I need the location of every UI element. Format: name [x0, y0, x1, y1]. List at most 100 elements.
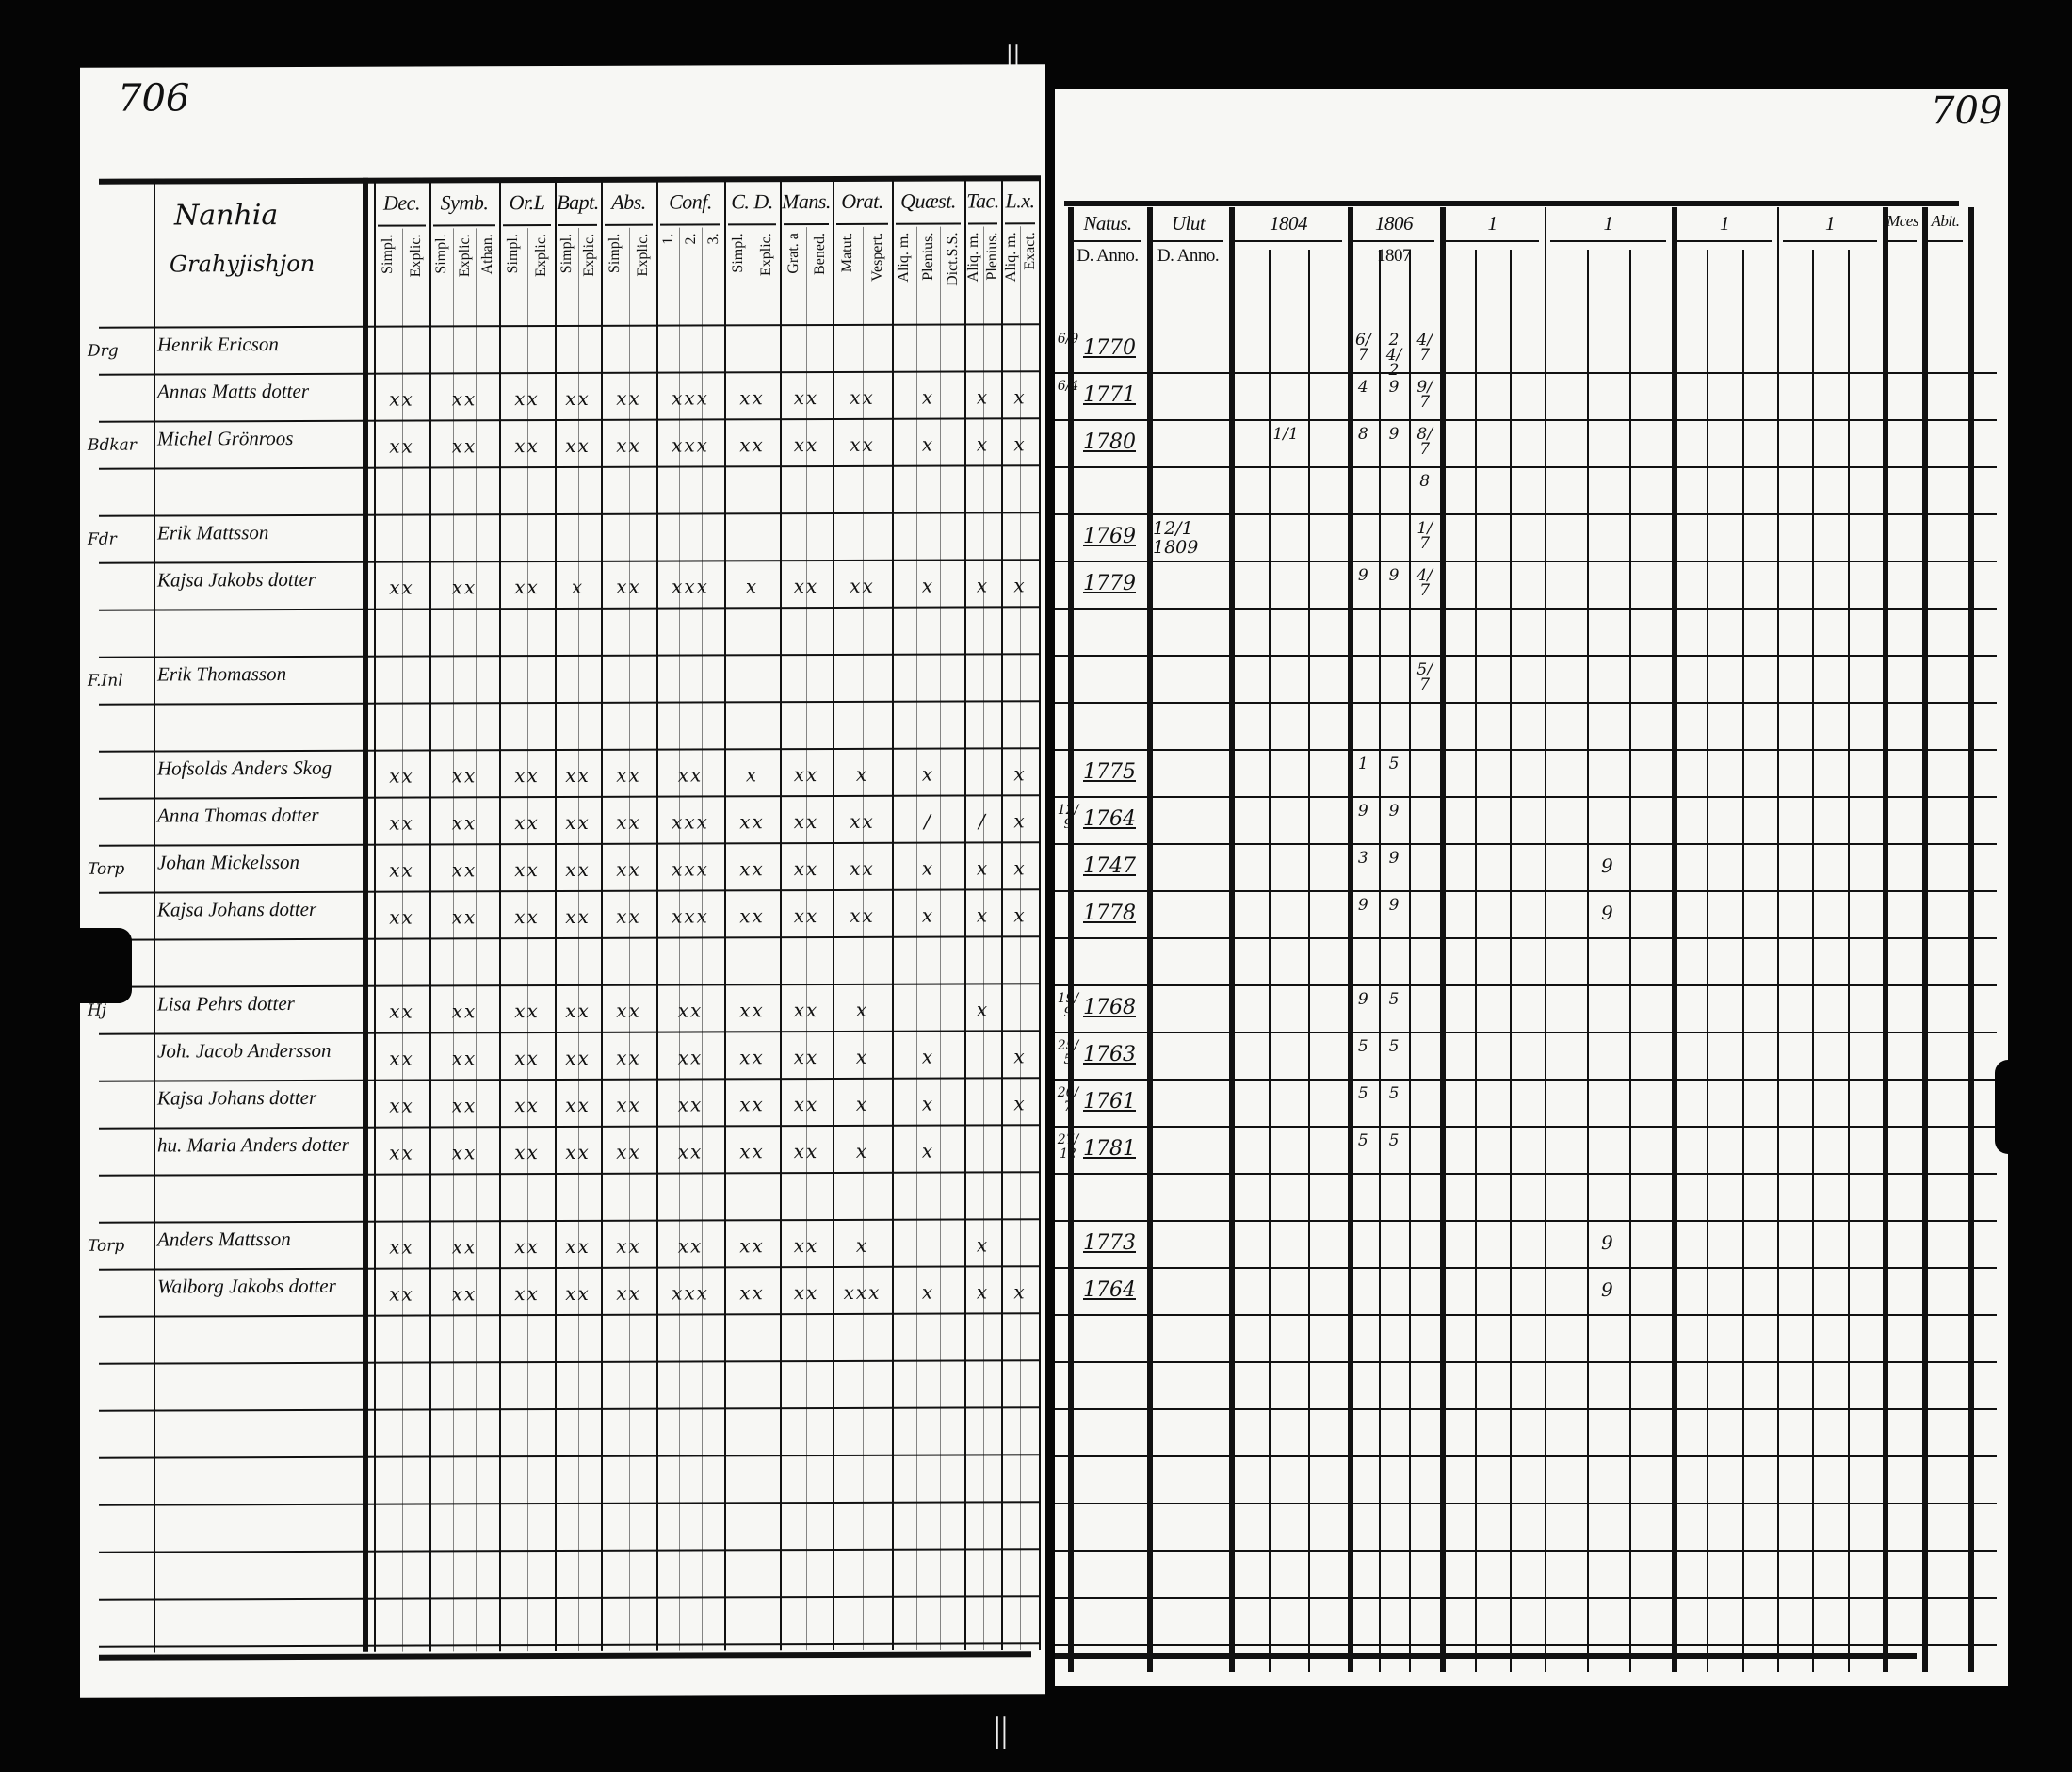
person-name: Kajsa Johans dotter [157, 1085, 317, 1110]
catechism-mark: xx [616, 1093, 641, 1116]
header-underline [1235, 240, 1342, 242]
catechism-mark: x [1013, 903, 1027, 927]
page-tab-right [1995, 1060, 2014, 1154]
column-subheader: Matut. [839, 232, 856, 273]
catechism-mark: xx [739, 904, 765, 928]
catechism-mark: xx [451, 1282, 478, 1306]
catechism-mark: xx [389, 1282, 414, 1306]
birth-year: 1779 [1083, 572, 1136, 595]
catechism-mark: xx [514, 1282, 540, 1306]
exam-1806: 9 [1388, 566, 1400, 585]
catechism-mark: xx [514, 1141, 540, 1164]
column-subheader: 1807 [1377, 246, 1412, 266]
row-rule [1055, 796, 1997, 798]
catechism-mark: xx [616, 763, 641, 787]
catechism-mark: xx [793, 857, 819, 881]
catechism-mark: xx [389, 1094, 414, 1117]
exam-1806: 1/7 [1416, 519, 1433, 553]
header-bottom-rule [99, 323, 1041, 329]
catechism-mark: xx [616, 1046, 641, 1069]
catechism-mark: xx [677, 763, 704, 787]
catechism-mark: / [979, 809, 987, 833]
birth-day-month: 25/5 [1057, 1038, 1079, 1067]
catechism-mark: xx [793, 386, 819, 410]
catechism-mark: xx [677, 999, 704, 1022]
row-margin-note: Torp [88, 859, 125, 879]
column-rule [1883, 207, 1888, 1672]
exam-1806: 5 [1357, 1037, 1368, 1056]
exam-1806: 9 [1388, 896, 1400, 915]
row-margin-note: Torp [88, 1236, 125, 1256]
catechism-mark: xx [565, 1093, 591, 1116]
catechism-mark: xx [677, 1093, 704, 1116]
sub-rule [1475, 250, 1477, 1672]
row-rule [1055, 1173, 1997, 1175]
departure-date: 12/1 1809 [1153, 518, 1199, 558]
birth-year: 1761 [1083, 1090, 1136, 1114]
header-underline [1074, 240, 1141, 242]
catechism-mark: xx [565, 1281, 591, 1305]
column-header: Abit. [1931, 212, 1960, 230]
exam-1806: 4 [1357, 378, 1368, 397]
group-underline [728, 223, 776, 226]
group-rule [1039, 179, 1041, 1650]
column-group-orat: Orat. [841, 188, 883, 213]
row-rule [1055, 1408, 1997, 1410]
sub-rule [1510, 250, 1512, 1672]
column-header: Natus. [1083, 212, 1132, 235]
exam-1806: 9 [1388, 802, 1400, 821]
catechism-mark: xx [739, 433, 765, 457]
column-subheader: Plenius. [920, 232, 936, 281]
catechism-mark: xx [793, 1046, 819, 1069]
sub-rule [1847, 250, 1850, 1672]
catechism-mark: x [921, 1045, 935, 1068]
birth-year: 1775 [1083, 760, 1136, 784]
row-rule [1055, 1126, 1997, 1128]
column-subheader: Exact. [1021, 232, 1038, 270]
sub-rule [1378, 250, 1381, 1672]
catechism-mark: x [976, 1233, 990, 1257]
sub-rule [1587, 250, 1589, 1672]
exam-1806: 9 [1388, 849, 1400, 868]
catechism-mark: xx [739, 810, 765, 834]
catechism-mark: x [921, 856, 935, 880]
column-group-symb: Symb. [440, 190, 489, 215]
row-rule [1055, 655, 1997, 657]
exam-1806: 5 [1357, 1131, 1368, 1150]
row-rule [1055, 1220, 1997, 1222]
row-rule [99, 370, 1041, 376]
catechism-mark: xx [565, 1140, 591, 1163]
catechism-mark: x [921, 1280, 935, 1304]
exam-later: 9 [1601, 854, 1613, 877]
column-rule [1348, 207, 1353, 1672]
catechism-mark: x [1013, 1045, 1027, 1068]
row-rule [99, 417, 1041, 423]
catechism-mark: xx [451, 1047, 478, 1070]
birth-year: 1763 [1083, 1043, 1136, 1066]
row-rule [1055, 513, 1997, 515]
column-group-conf: Conf. [669, 189, 712, 214]
catechism-mark: xx [616, 433, 641, 457]
catechism-mark: xx [451, 1094, 478, 1117]
column-rule [1968, 207, 1974, 1672]
birth-year: 1773 [1083, 1231, 1136, 1255]
catechism-mark: x [1013, 432, 1027, 456]
column-subheader: Explic. [456, 234, 473, 278]
group-underline [836, 222, 888, 225]
exam-1806: 5 [1388, 1131, 1400, 1150]
column-subheader: Athan. [479, 234, 496, 275]
catechism-mark: x [921, 762, 935, 786]
header-underline [1888, 240, 1917, 242]
catechism-mark: x [976, 385, 990, 409]
catechism-mark: xx [850, 856, 875, 880]
catechism-mark: x [976, 432, 990, 456]
catechism-mark: x [855, 998, 869, 1021]
catechism-mark: xx [565, 904, 591, 928]
person-name: Walborg Jakobs dotter [157, 1274, 336, 1298]
catechism-mark: xx [850, 385, 875, 409]
row-rule [1055, 372, 1997, 374]
row-rule [1055, 984, 1997, 986]
catechism-mark: xx [616, 1140, 641, 1163]
header-underline [1446, 240, 1539, 242]
row-rule [1055, 1550, 1997, 1552]
